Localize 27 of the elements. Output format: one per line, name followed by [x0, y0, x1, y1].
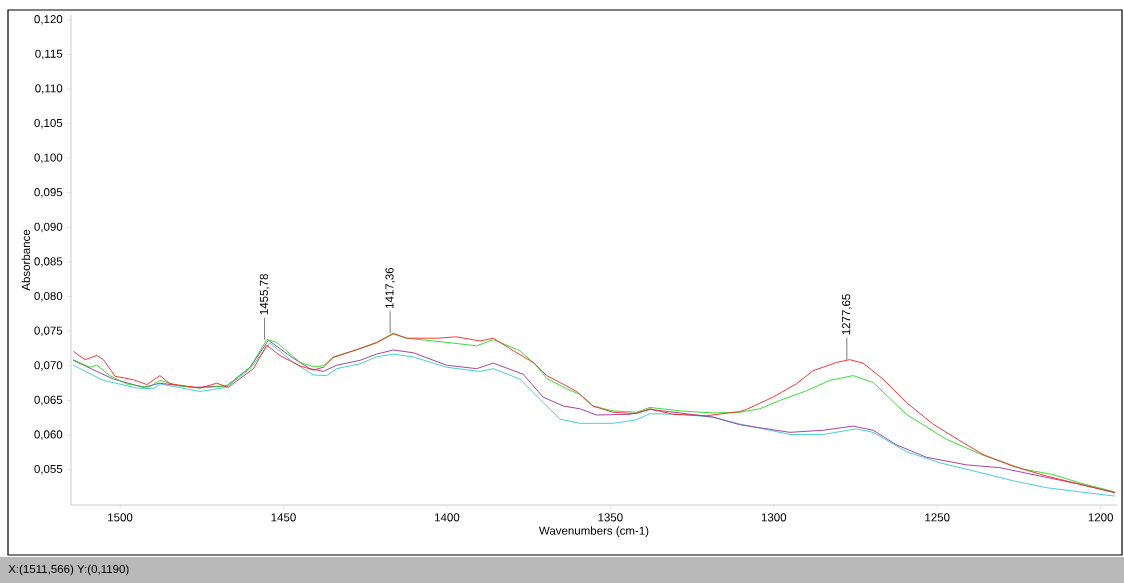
x-tick-label: 1400 — [434, 513, 460, 522]
y-tick-label: 0,080 — [34, 291, 63, 302]
y-tick-label: 0,120 — [34, 15, 63, 25]
y-tick-label: 0,090 — [34, 222, 63, 233]
y-tick-label: 0,105 — [34, 118, 63, 129]
text: X:(1511,566) Y:(0,1190) — [8, 564, 129, 576]
annotation: 1417,36 — [385, 267, 395, 309]
y-tick-label: 0,075 — [34, 326, 63, 337]
x-tick-label: 1250 — [925, 513, 950, 522]
x-tick-label: 1500 — [108, 513, 133, 522]
annotation: 1277,65 — [842, 294, 852, 335]
y-tick-label: 0,055 — [34, 464, 63, 475]
y-tick-label: 0,085 — [34, 257, 63, 267]
x-tick-label: 1350 — [598, 513, 623, 522]
x-axis-title: Wavenumbers (cm-1) — [538, 526, 649, 537]
y-tick-label: 0,065 — [34, 395, 63, 406]
x-tick-label: 1300 — [761, 513, 787, 522]
y-tick-label: 0,110 — [35, 84, 63, 94]
y-tick-label: 0,070 — [34, 361, 63, 371]
y-tick-label: 0,100 — [34, 153, 63, 163]
y-tick-label: 0,115 — [35, 49, 63, 60]
x-tick-label: 1450 — [271, 513, 296, 522]
y-tick-label: 0,060 — [34, 430, 63, 440]
y-tick-label: 0,095 — [34, 188, 63, 198]
y-axis-title: Absorbance — [21, 229, 31, 291]
x-tick-label: 1200 — [1088, 513, 1113, 522]
annotation: 1455,78 — [259, 274, 270, 315]
